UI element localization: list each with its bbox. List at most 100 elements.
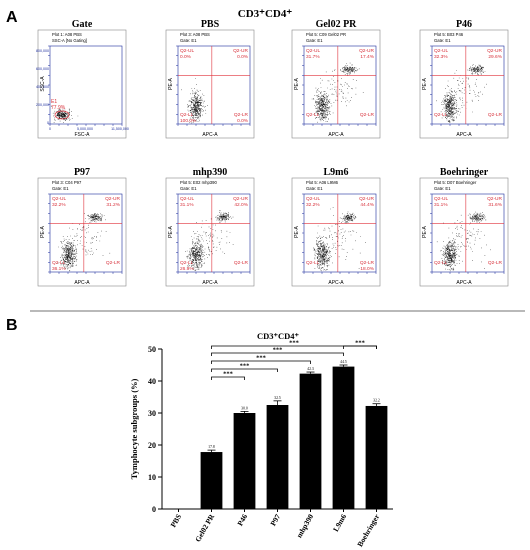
flow-panel-frame: [37, 177, 127, 287]
plot-header: Plot 3: C04 P97: [52, 180, 82, 185]
q-ul-value: 0.0%: [180, 54, 192, 60]
y-axis-label: PE-A: [40, 226, 46, 238]
event-dots: [191, 218, 234, 264]
q-ur-value: 17.4%: [360, 54, 374, 60]
flow-panel-title: L9m6: [324, 167, 349, 178]
q-ul-label: Q2-UL: [434, 48, 448, 54]
q-ll-value: 100.0%: [180, 118, 197, 124]
event-dots: [340, 62, 360, 76]
q-lr-label: Q2-LR: [360, 260, 375, 266]
x-axis-label: APC-A: [456, 132, 472, 138]
flow-panel-frame: [291, 29, 381, 139]
x-tick-label: P46: [235, 512, 249, 527]
y-tick-label: 50: [148, 345, 156, 354]
y-tick-label: 200,000: [36, 103, 49, 107]
event-dots: [185, 231, 209, 271]
flow-panel-frame: [165, 177, 255, 287]
q-ll-label: Q2-LL: [180, 112, 194, 118]
flow-panel-frame: [165, 29, 255, 139]
y-tick-label: 40: [148, 377, 156, 386]
significance-label: ***: [240, 363, 250, 370]
q-ur-label: Q2-UR: [487, 48, 502, 54]
flow-panel-title: P97: [74, 167, 90, 178]
q-ur-value: 29.6%: [488, 54, 502, 60]
data-label: 42.3: [307, 367, 314, 371]
event-dots: [436, 214, 491, 269]
gate-header: Gate: E1: [180, 38, 197, 43]
q-lr-label: Q2-LR: [488, 112, 503, 118]
q-lr-label: Q2-LR: [488, 260, 503, 266]
y-tick-label: 800,000: [36, 49, 49, 53]
significance-label: ***: [273, 347, 283, 354]
q-ll-label: Q2-LL: [52, 260, 66, 266]
q-ul-value: 32.2%: [306, 202, 320, 208]
event-dots: [84, 213, 106, 223]
q-ul-label: Q2-UL: [180, 48, 194, 54]
x-tick-label: PBS: [169, 513, 184, 529]
event-dots: [181, 78, 208, 124]
q-lr-value: 0.0%: [237, 118, 249, 124]
event-dots: [315, 69, 364, 114]
y-axis-label: PE-A: [168, 226, 174, 238]
event-dots: [467, 64, 486, 76]
q-ur-label: Q2-UR: [233, 48, 248, 54]
q-lr-label: Q2-LR: [360, 112, 375, 118]
q-ul-label: Q2-UL: [306, 196, 320, 202]
q-lr-label: Q2-LR: [106, 260, 121, 266]
bar-chart: CD3⁺CD4⁺ Tymphocyte subgroups (%) 0 10 20 30 4…: [129, 331, 393, 548]
significance-label: ***: [355, 340, 365, 347]
y-axis-label: SSC-A: [40, 76, 46, 92]
flow-panel-frame: [37, 29, 127, 139]
q-ll-label: Q2-LL: [306, 112, 320, 118]
plot-header: Plot 5: B03 P46: [434, 32, 464, 37]
significance-bracket: [211, 376, 245, 380]
q-ul-value: 31.7%: [306, 54, 320, 60]
y-tick-label: 20: [148, 441, 156, 450]
q-ur-label: Q2-UR: [233, 196, 248, 202]
event-dots: [467, 211, 487, 224]
y-tick-label: 10: [148, 473, 156, 482]
data-label: 32.5: [274, 396, 281, 400]
q-ur-label: Q2-UR: [487, 196, 502, 202]
y-axis-label: Tymphocyte subgroups (%): [129, 378, 139, 479]
flow-panel-title: mhp390: [193, 167, 227, 178]
gate-header: Gate: E1: [306, 186, 323, 191]
data-label: 32.2: [373, 399, 380, 403]
q-ll-label: Q2-LL: [180, 260, 194, 266]
y-tick-label: 600,000: [36, 67, 49, 71]
q-lr-label: Q2-LR: [234, 260, 249, 266]
gate-ellipse: [54, 110, 70, 120]
q-lr-label: Q2-LR: [234, 112, 249, 118]
gate-header: Gate: E1: [434, 186, 451, 191]
data-label: 17.8: [208, 445, 215, 449]
significance-bracket: [343, 345, 377, 349]
flow-panel-frame: [419, 29, 509, 139]
q-ul-label: Q2-UL: [434, 196, 448, 202]
event-dots: [313, 227, 333, 272]
plot-header: Plot 1: A08 PBS: [52, 32, 82, 37]
event-dots: [440, 85, 461, 123]
x-tick-label: L9m6: [331, 512, 348, 533]
panel-a-title: CD3⁺CD4⁺: [238, 8, 293, 20]
event-dots: [311, 87, 333, 123]
gate-name: E1: [51, 99, 57, 105]
y-axis-label: PE-A: [294, 226, 300, 238]
x-axis-label: APC-A: [328, 132, 344, 138]
flow-panel-frame: [419, 177, 509, 287]
plot-header: Plot 5: E02 mhp390: [180, 180, 217, 185]
plot-header: Plot 5: A06 L9M6: [306, 180, 339, 185]
gate-header: Gate: E1: [306, 38, 323, 43]
bar: [200, 452, 223, 509]
plot-header: Plot 5: C09 Gel02 PR: [306, 32, 346, 37]
q-ll-value: 36.1%: [52, 266, 66, 272]
